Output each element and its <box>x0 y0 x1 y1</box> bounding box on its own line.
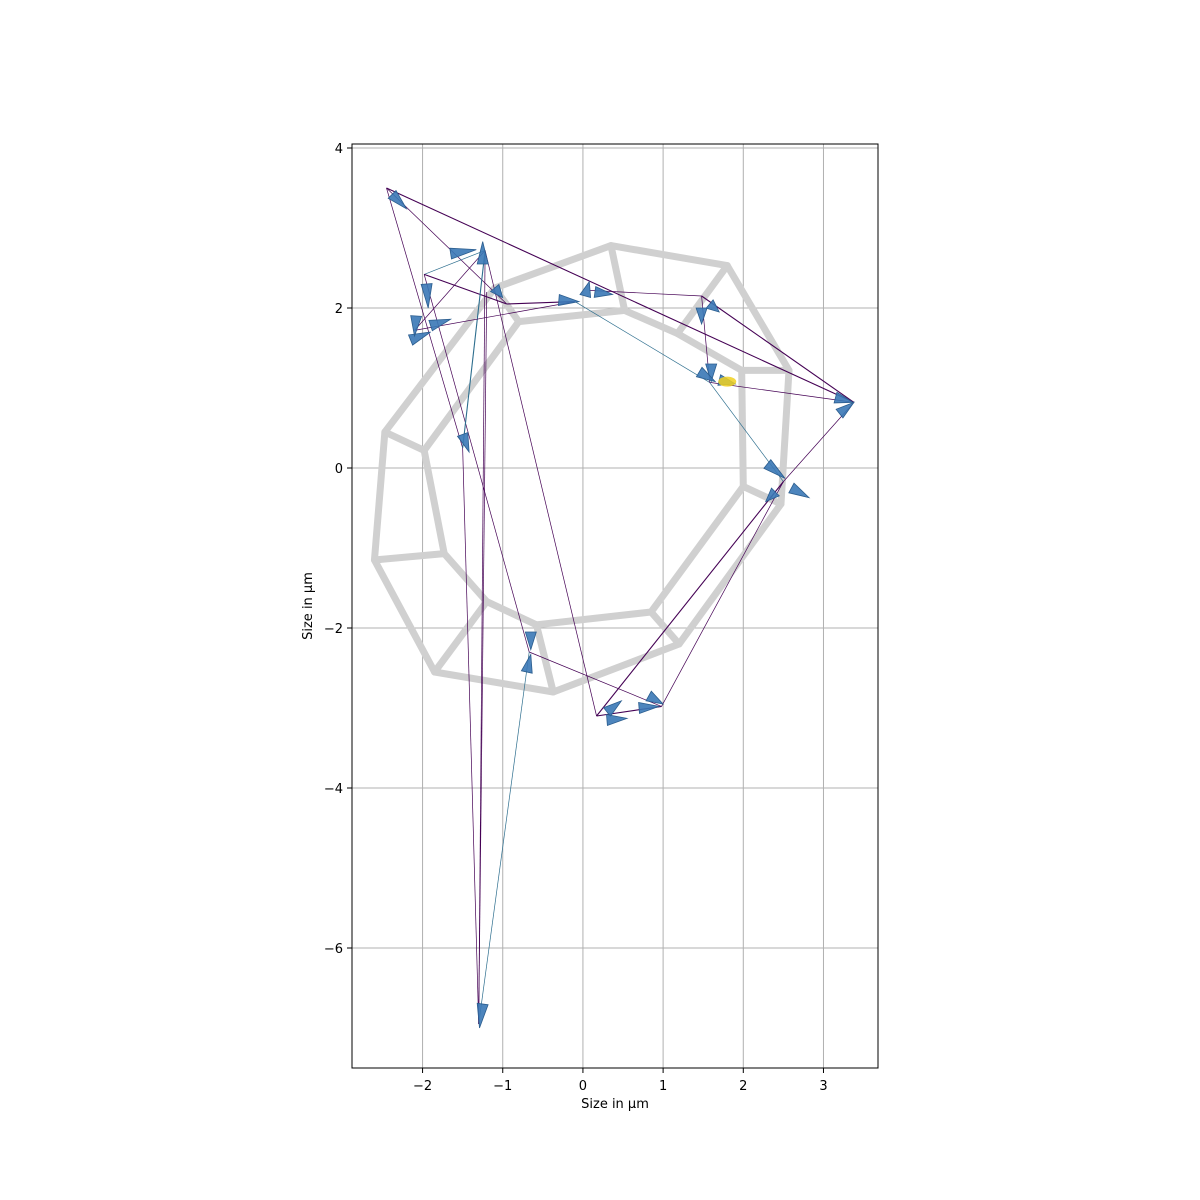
arrow-glyph <box>606 714 629 727</box>
arrow-glyph <box>705 363 718 383</box>
link-line <box>386 187 507 305</box>
x-tick-label: −2 <box>413 1079 432 1094</box>
ring-structure <box>370 242 793 696</box>
arrow-glyph <box>387 189 408 210</box>
ring-spoke <box>739 482 785 508</box>
link-line <box>701 295 855 403</box>
x-tick-label: 1 <box>659 1079 667 1094</box>
arrow-glyph <box>456 431 470 454</box>
link-line <box>484 250 597 717</box>
link-line <box>386 187 855 403</box>
ring-spoke <box>431 598 491 676</box>
arrow-glyph <box>763 459 786 479</box>
link-line <box>478 291 488 1025</box>
link-line <box>414 301 575 331</box>
ticks: −2 −1 0 1 2 3 −6 −4 −2 0 2 4 <box>324 142 828 1094</box>
highlight-marker <box>718 376 737 387</box>
links <box>386 187 855 1025</box>
y-axis-label: Size in µm <box>301 572 316 640</box>
x-tick-label: 2 <box>739 1079 747 1094</box>
x-tick-label: −1 <box>493 1079 512 1094</box>
arrow-glyph <box>788 482 811 499</box>
arrow-glyph <box>835 401 855 419</box>
link-line <box>414 250 486 331</box>
x-tick-label: 0 <box>579 1079 587 1094</box>
y-tick-label: 4 <box>335 142 343 157</box>
arrow-glyph <box>593 286 614 298</box>
link-line <box>596 481 784 717</box>
x-tick-label: 3 <box>819 1079 827 1094</box>
arrow-glyph <box>449 247 477 260</box>
arrow-glyph <box>557 293 581 306</box>
arrow-glyph <box>428 318 453 332</box>
link-line <box>386 187 463 449</box>
link-line <box>423 273 507 305</box>
arrow-glyph <box>602 699 623 717</box>
ring-spoke <box>607 242 629 314</box>
link-line <box>462 447 480 1025</box>
y-tick-label: 2 <box>335 302 343 317</box>
y-tick-label: 0 <box>335 462 343 477</box>
ring-spoke <box>381 428 428 454</box>
link-line <box>709 382 854 403</box>
plot-frame <box>351 143 879 1069</box>
ring-spoke <box>647 608 683 648</box>
link-line <box>589 290 702 297</box>
arrow-glyph <box>645 690 665 705</box>
ring-spoke <box>674 262 731 338</box>
y-tick-label: −6 <box>324 942 343 957</box>
arrow-glyph <box>520 653 533 674</box>
link-line <box>424 250 486 275</box>
arrow-glyph <box>524 631 537 651</box>
link-line <box>462 250 486 449</box>
arrow-glyph <box>410 315 423 338</box>
link-line <box>661 481 784 707</box>
link-line <box>478 651 530 1025</box>
arrow-glyph <box>764 487 781 503</box>
x-axis-label: Size in µm <box>581 1097 649 1112</box>
ring-spoke <box>370 550 448 564</box>
arrow-glyph <box>833 391 855 404</box>
arrow-glyph <box>476 241 489 265</box>
arrow-glyph <box>695 307 708 326</box>
arrow-glyph <box>705 299 720 313</box>
arrow-glyph <box>489 283 504 299</box>
link-line <box>574 301 710 383</box>
arrow-glyph <box>695 366 717 383</box>
arrow-glyph <box>579 280 592 299</box>
link-line <box>529 651 662 707</box>
y-tick-label: −4 <box>324 782 343 797</box>
arrow-glyph <box>476 1002 489 1029</box>
y-tick-label: −2 <box>324 622 343 637</box>
highlight-marker-group <box>718 376 737 387</box>
arrow-glyph <box>420 283 433 309</box>
link-line <box>423 274 530 653</box>
arrow-glyph <box>638 702 661 715</box>
